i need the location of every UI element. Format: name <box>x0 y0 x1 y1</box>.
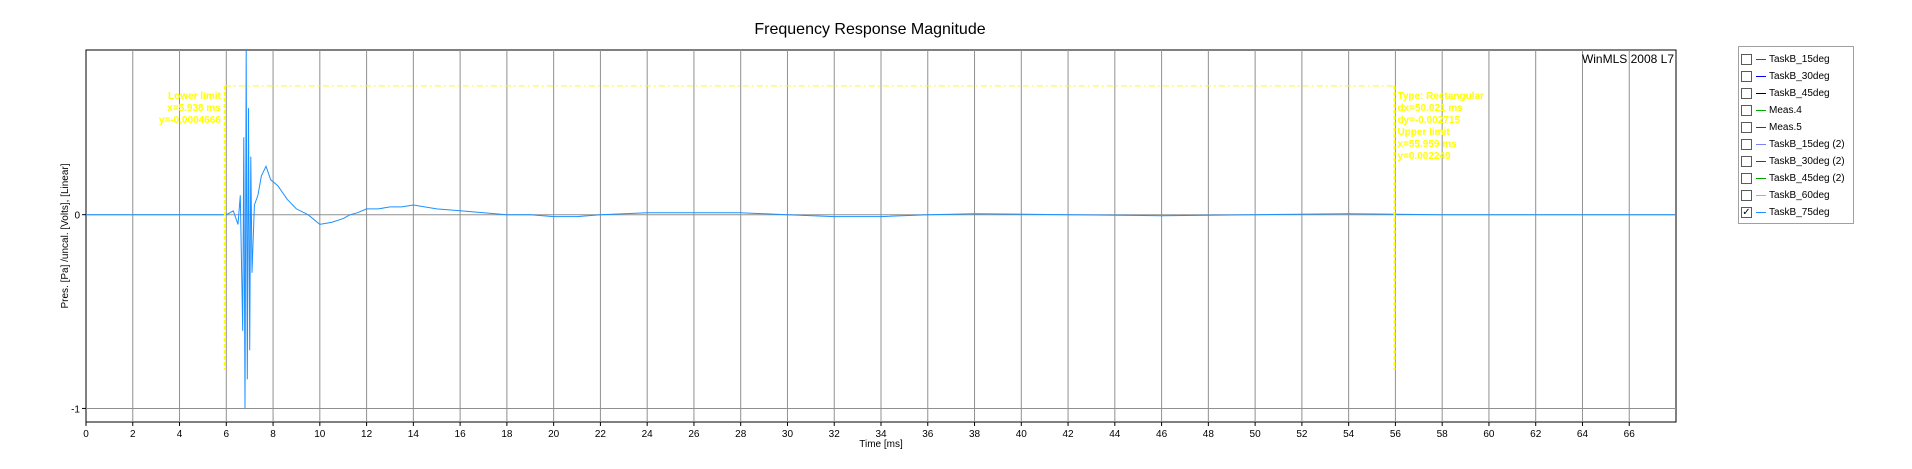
legend-checkbox[interactable] <box>1741 190 1752 201</box>
legend-checkbox[interactable] <box>1741 54 1752 65</box>
legend-checkbox[interactable] <box>1741 105 1752 116</box>
legend-swatch <box>1756 212 1766 213</box>
legend-swatch <box>1756 161 1766 162</box>
legend-checkbox[interactable] <box>1741 71 1752 82</box>
x-tick-label: 58 <box>1437 429 1449 440</box>
legend-label: TaskB_15deg <box>1769 54 1830 65</box>
legend-checkbox[interactable] <box>1741 156 1752 167</box>
x-tick-label: 36 <box>922 429 934 440</box>
cursor-upper-label: Upper limit <box>1397 127 1450 138</box>
x-tick-label: 44 <box>1109 429 1121 440</box>
legend-checkbox[interactable] <box>1741 88 1752 99</box>
cursor-upper-label: dy=-0.002715 <box>1397 115 1460 126</box>
x-axis-label: Time [ms] <box>859 439 903 450</box>
legend-checkbox[interactable]: ✓ <box>1741 207 1752 218</box>
y-axis-label: Pres. [Pa] /uncal. [Volts], [Linear] <box>60 163 71 308</box>
legend-swatch <box>1756 178 1766 179</box>
x-tick-label: 40 <box>1016 429 1028 440</box>
x-tick-label: 38 <box>969 429 981 440</box>
x-tick-label: 66 <box>1624 429 1636 440</box>
x-tick-label: 62 <box>1530 429 1542 440</box>
x-tick-label: 52 <box>1296 429 1308 440</box>
legend-swatch <box>1756 93 1766 94</box>
legend-label: TaskB_15deg (2) <box>1769 139 1845 150</box>
cursor-lower-label: y=-0.0004666 <box>159 115 221 126</box>
legend-label: TaskB_45deg <box>1769 88 1830 99</box>
legend-item[interactable]: ✓ TaskB_75deg <box>1739 204 1853 221</box>
x-tick-label: 22 <box>595 429 607 440</box>
legend-item[interactable]: TaskB_30deg (2) <box>1739 153 1853 170</box>
x-tick-label: 48 <box>1203 429 1215 440</box>
legend-item[interactable]: TaskB_60deg <box>1739 187 1853 204</box>
x-tick-label: 46 <box>1156 429 1168 440</box>
x-tick-label: 4 <box>177 429 183 440</box>
legend-swatch <box>1756 110 1766 111</box>
legend-label: TaskB_75deg <box>1769 207 1830 218</box>
x-tick-label: 64 <box>1577 429 1589 440</box>
x-tick-label: 12 <box>361 429 373 440</box>
legend-checkbox[interactable] <box>1741 122 1752 133</box>
legend-item[interactable]: TaskB_15deg (2) <box>1739 136 1853 153</box>
legend-item[interactable]: Meas.5 <box>1739 119 1853 136</box>
legend-item[interactable]: TaskB_45deg <box>1739 85 1853 102</box>
cursor-upper-label: dx=50.021 ms <box>1397 103 1463 114</box>
x-tick-label: 24 <box>642 429 654 440</box>
x-tick-label: 6 <box>224 429 230 440</box>
x-tick-label: 8 <box>270 429 276 440</box>
legend-swatch <box>1756 144 1766 145</box>
legend-label: Meas.5 <box>1769 122 1802 133</box>
series-group <box>86 49 1676 409</box>
legend-label: TaskB_30deg <box>1769 71 1830 82</box>
legend-label: TaskB_30deg (2) <box>1769 156 1845 167</box>
legend-item[interactable]: TaskB_15deg <box>1739 51 1853 68</box>
x-tick-label: 0 <box>83 429 89 440</box>
cursor-upper-label: x=55.959 ms <box>1397 139 1457 150</box>
chart-title: Frequency Response Magnitude <box>754 21 985 38</box>
x-tick-label: 32 <box>829 429 841 440</box>
x-tick-label: 60 <box>1483 429 1495 440</box>
x-tick-label: 2 <box>130 429 136 440</box>
legend-label: TaskB_60deg <box>1769 190 1830 201</box>
x-tick-label: 16 <box>455 429 467 440</box>
cursor-upper-label: Type: Rectangular <box>1397 91 1484 102</box>
x-tick-label: 18 <box>501 429 513 440</box>
x-tick-label: 34 <box>875 429 887 440</box>
legend-item[interactable]: Meas.4 <box>1739 102 1853 119</box>
legend-swatch <box>1756 127 1766 128</box>
cursor-lower-label: x=5.938 ms <box>167 103 221 114</box>
x-tick-label: 14 <box>408 429 420 440</box>
x-tick-label: 30 <box>782 429 794 440</box>
grid <box>86 50 1676 422</box>
y-axis: 0 -1 <box>71 211 86 415</box>
x-tick-label: 20 <box>548 429 560 440</box>
x-tick-label: 26 <box>688 429 700 440</box>
x-tick-label: 28 <box>735 429 747 440</box>
legend-panel: TaskB_15deg TaskB_30deg TaskB_45deg Meas.4 M… <box>1738 46 1854 224</box>
legend-swatch <box>1756 59 1766 60</box>
legend-swatch <box>1756 76 1766 77</box>
legend-checkbox[interactable] <box>1741 139 1752 150</box>
series-line-TaskB_75deg <box>86 49 1676 409</box>
cursor-upper-label: y=0.002249 <box>1397 151 1451 162</box>
x-tick-label: 50 <box>1250 429 1262 440</box>
legend-checkbox[interactable] <box>1741 173 1752 184</box>
x-axis: 0 2 4 6 8 10 12 14 16 18 20 22 24 26 28 30 32 34 36 38 40 42 4… <box>83 422 1635 440</box>
x-tick-label: 10 <box>314 429 326 440</box>
y-tick-label: -1 <box>71 404 80 415</box>
x-tick-label: 42 <box>1062 429 1074 440</box>
legend-label: Meas.4 <box>1769 105 1802 116</box>
legend-item[interactable]: TaskB_45deg (2) <box>1739 170 1853 187</box>
cursor-lower-label: Lower limit <box>168 91 221 102</box>
legend-item[interactable]: TaskB_30deg <box>1739 68 1853 85</box>
watermark-text: WinMLS 2008 L7 <box>1582 52 1674 66</box>
legend-swatch <box>1756 195 1766 196</box>
y-tick-label: 0 <box>74 211 80 222</box>
x-tick-label: 56 <box>1390 429 1402 440</box>
legend-label: TaskB_45deg (2) <box>1769 173 1845 184</box>
x-tick-label: 54 <box>1343 429 1355 440</box>
